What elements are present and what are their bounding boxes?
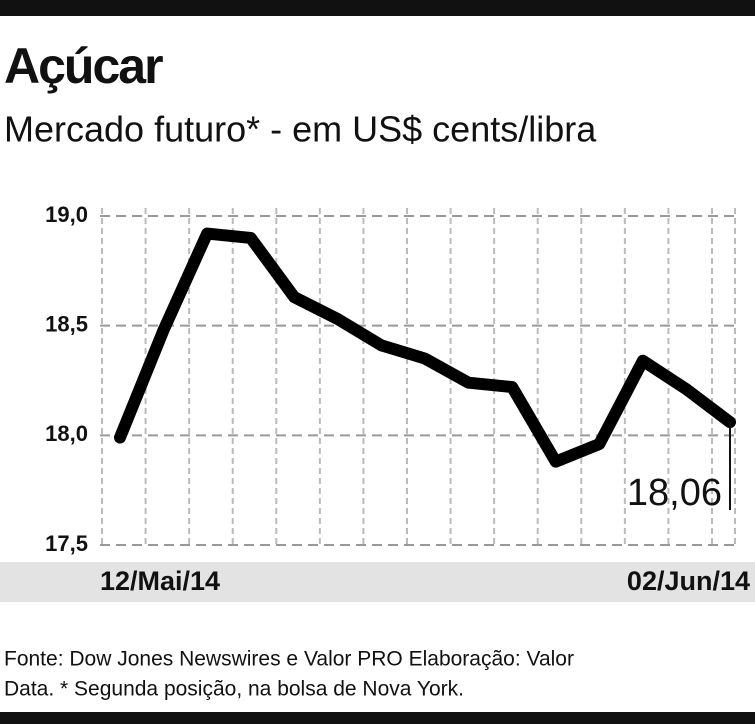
chart-title: Açúcar — [4, 38, 163, 94]
value-label: 18,06 — [627, 472, 722, 514]
x-tick-label: 12/Mai/14 — [100, 566, 220, 596]
top-bar — [0, 0, 755, 16]
line — [114, 227, 736, 468]
source: Fonte: Dow Jones Newswires e Valor PRO E… — [4, 648, 574, 671]
chart-subtitle: Mercado futuro* - em US$ cents/libra — [4, 109, 597, 150]
source: Data. * Segunda posição, na bolsa de Nov… — [4, 678, 464, 701]
y-tick-label: 18,5 — [45, 311, 88, 336]
x-axis-band — [0, 562, 755, 602]
bottom-bar — [0, 712, 755, 724]
x-tick-label: 02/Jun/14 — [627, 566, 750, 596]
y-tick-label: 18,0 — [45, 421, 88, 446]
y-tick-label: 19,0 — [45, 202, 88, 227]
y-tick-label: 17,5 — [45, 531, 88, 556]
